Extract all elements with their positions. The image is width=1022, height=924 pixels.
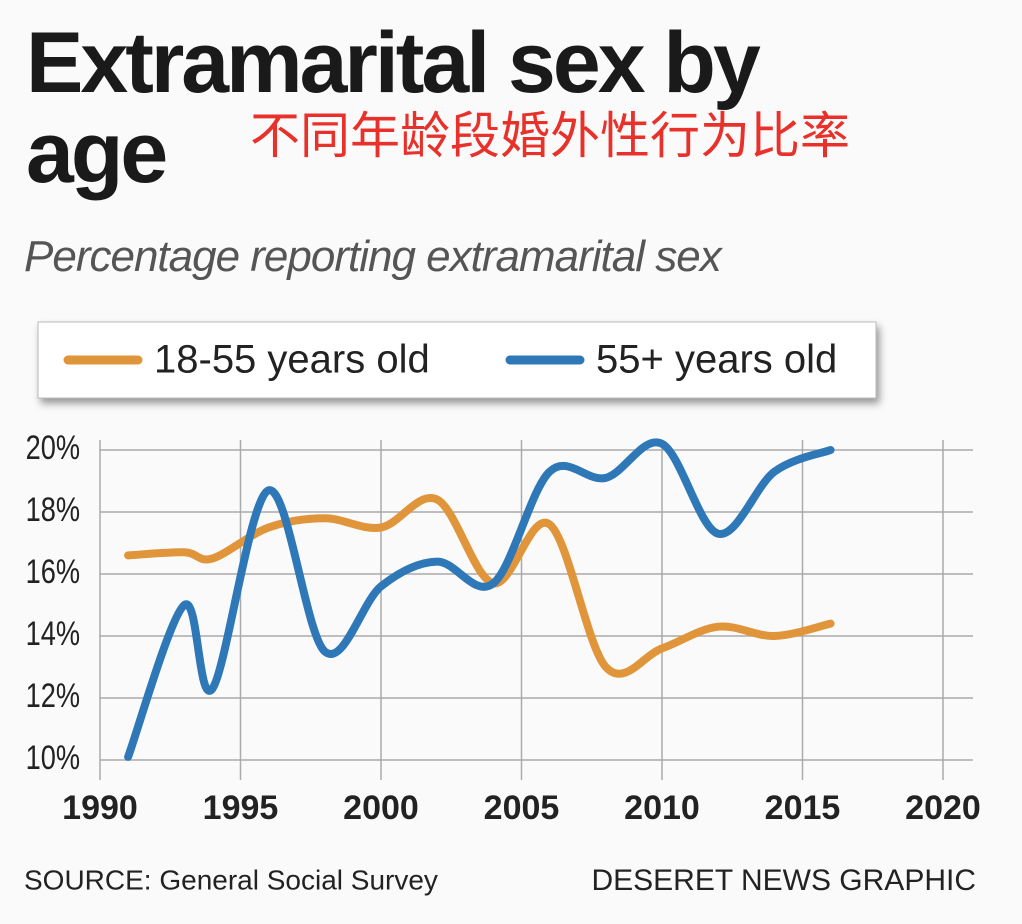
legend-label: 18-55 years old: [154, 338, 430, 382]
y-tick-label: 16%: [26, 552, 80, 591]
x-tick-label: 2000: [343, 789, 419, 827]
x-tick-label: 2005: [484, 789, 560, 827]
y-tick-label: 12%: [26, 676, 80, 715]
chart-subtitle: Percentage reporting extramarital sex: [24, 232, 722, 281]
legend-box: [37, 321, 877, 399]
x-tick-label: 2015: [765, 789, 841, 827]
y-tick-label: 14%: [26, 614, 80, 653]
x-tick-label: 1995: [203, 789, 279, 827]
x-tick-label: 1990: [62, 789, 138, 827]
chart-title: Extramarital sex by age: [26, 15, 761, 201]
y-tick-label: 18%: [26, 490, 80, 529]
y-tick-label: 10%: [26, 738, 80, 777]
credit: DESERET NEWS GRAPHIC: [591, 864, 976, 897]
y-tick-label: 20%: [26, 428, 80, 467]
x-tick-label: 2010: [624, 789, 700, 827]
source: SOURCE: General Social Survey: [24, 864, 438, 895]
x-tick-label: 2020: [905, 789, 981, 827]
line-series: [124, 438, 835, 761]
legend-label: 55+ years old: [596, 338, 837, 382]
annotation: 不同年龄段婚外性行为比率: [250, 107, 850, 165]
line-series: [124, 494, 835, 678]
